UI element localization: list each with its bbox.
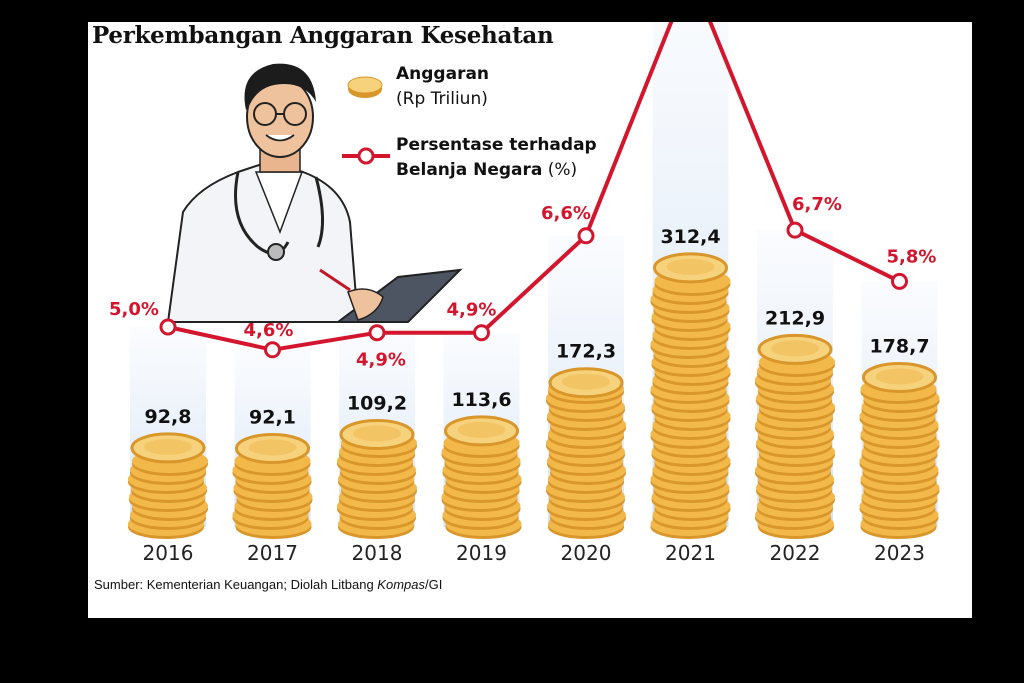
legend-budget-unit: (Rp Triliun) xyxy=(396,89,488,109)
coin-stack-2021 xyxy=(650,252,731,539)
budget-label-2016: 92,8 xyxy=(145,406,192,428)
pct-point-2020 xyxy=(577,227,595,245)
chart-title: Perkembangan Anggaran Kesehatan xyxy=(92,22,554,49)
source-suffix: /GI xyxy=(425,577,443,592)
pct-point-2017 xyxy=(264,341,281,359)
legend-line-icon xyxy=(342,147,390,165)
legend-pct-unit: (%) xyxy=(542,160,577,180)
pct-label-2023: 5,8% xyxy=(887,246,937,267)
coin-stack-2018 xyxy=(337,418,417,539)
year-label-2021: 2021 xyxy=(665,541,716,565)
pct-point-2018 xyxy=(368,324,386,342)
legend: Anggaran (Rp Triliun) Persentase terhada… xyxy=(342,64,597,180)
chart-svg: 92,8 2016 92,1 2017 109,2 2018 113,6 2019 172,3 2… xyxy=(109,22,940,565)
source-italic: Kompas xyxy=(377,577,425,592)
pct-point-2019 xyxy=(473,324,490,342)
pct-label-2017: 4,6% xyxy=(244,320,294,341)
budget-label-2017: 92,1 xyxy=(249,406,296,428)
coin-stack-2019 xyxy=(441,415,522,539)
pct-label-2019: 4,9% xyxy=(447,300,497,321)
legend-pct-bold: Belanja Negara xyxy=(396,160,542,180)
pct-point-2023 xyxy=(891,272,908,290)
coin-stack-2017 xyxy=(232,432,313,539)
coin-stack-2022 xyxy=(755,333,835,539)
year-label-2018: 2018 xyxy=(352,541,403,565)
budget-label-2022: 212,9 xyxy=(765,307,825,329)
chart-card: Perkembangan Anggaran Kesehatan xyxy=(88,22,972,618)
legend-coin-icon xyxy=(347,76,383,98)
doctor-illustration xyxy=(166,63,463,323)
budget-label-2023: 178,7 xyxy=(869,335,929,357)
legend-pct-label: Persentase terhadap xyxy=(396,135,597,155)
pct-label-2018: 4,9% xyxy=(356,350,406,371)
pct-label-2022: 6,7% xyxy=(792,194,842,215)
source-note: Sumber: Kementerian Keuangan; Diolah Lit… xyxy=(94,577,442,592)
year-label-2022: 2022 xyxy=(770,541,821,565)
year-label-2019: 2019 xyxy=(456,541,507,565)
budget-label-2018: 109,2 xyxy=(347,392,407,414)
pct-line xyxy=(167,22,901,352)
budget-label-2021: 312,4 xyxy=(660,226,720,248)
coin-stack-2023 xyxy=(859,361,940,539)
year-label-2020: 2020 xyxy=(561,541,612,565)
year-label-2016: 2016 xyxy=(143,541,194,565)
pct-label-2020: 6,6% xyxy=(541,203,591,224)
year-label-2023: 2023 xyxy=(874,541,925,565)
coin-stack-2020 xyxy=(546,367,626,539)
year-label-2017: 2017 xyxy=(247,541,298,565)
legend-pct-label-line2: Belanja Negara (%) xyxy=(396,160,577,180)
pct-point-2016 xyxy=(159,318,177,336)
coin-stack-2016 xyxy=(128,432,208,539)
pct-label-2016: 5,0% xyxy=(109,299,159,320)
pct-point-2022 xyxy=(786,221,804,239)
budget-label-2020: 172,3 xyxy=(556,341,616,363)
budget-label-2019: 113,6 xyxy=(451,389,511,411)
source-prefix: Sumber: Kementerian Keuangan; Diolah Lit… xyxy=(94,577,378,592)
legend-budget-label: Anggaran xyxy=(396,64,489,84)
